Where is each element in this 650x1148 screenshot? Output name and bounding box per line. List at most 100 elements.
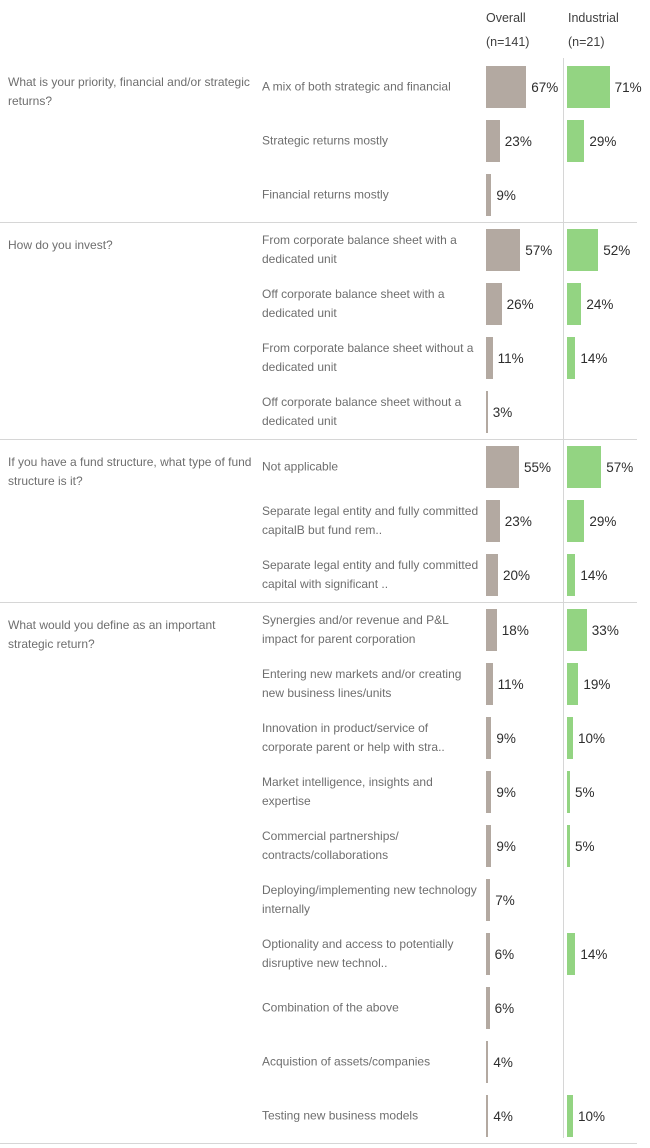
overall-column-n: (n=141) — [486, 35, 530, 49]
overall-bar — [486, 337, 493, 379]
overall-bar — [486, 933, 490, 975]
industrial-bar — [567, 229, 599, 271]
overall-bar — [486, 987, 490, 1029]
overall-bar — [486, 174, 492, 216]
overall-column-label: Overall — [486, 11, 526, 25]
industrial-bar — [567, 771, 570, 813]
overall-value: 6% — [494, 946, 515, 962]
overall-bar — [486, 500, 500, 542]
answer-label: Not applicable — [262, 459, 339, 474]
industrial-value: 14% — [580, 567, 608, 583]
answer-row: Not applicable 55% 57% — [0, 440, 637, 494]
overall-value: 9% — [496, 730, 516, 746]
industrial-value: 52% — [603, 242, 631, 258]
question-section-fund-structure: If you have a fund structure, what type … — [0, 440, 637, 603]
answer-row: Testing new business models 4% 10% — [0, 1089, 637, 1143]
overall-column-header: Overall (n=141) — [486, 6, 529, 54]
overall-bar — [486, 120, 500, 162]
industrial-bar — [567, 120, 585, 162]
industrial-column-n: (n=21) — [568, 35, 605, 49]
column-divider-line — [563, 58, 564, 1138]
overall-value: 18% — [501, 622, 529, 638]
overall-bar — [486, 609, 497, 651]
overall-value: 9% — [496, 187, 516, 203]
industrial-bar — [567, 717, 573, 759]
answer-row: Commercial partnerships/ contracts/colla… — [0, 819, 637, 873]
overall-bar — [486, 66, 527, 108]
overall-bar — [486, 283, 502, 325]
overall-bar — [486, 1041, 489, 1083]
answer-label: Optionality and access to potentially di… — [262, 937, 454, 970]
answer-label: Financial returns mostly — [262, 187, 389, 202]
overall-value: 20% — [503, 567, 531, 583]
answer-row: Combination of the above 6% — [0, 981, 637, 1035]
overall-value: 11% — [497, 350, 524, 366]
answer-row: From corporate balance sheet without a d… — [0, 331, 637, 385]
industrial-value: 33% — [591, 622, 619, 638]
overall-value: 3% — [492, 404, 513, 420]
overall-value: 67% — [531, 79, 559, 95]
industrial-bar — [567, 554, 576, 596]
answer-label: Entering new markets and/or creating new… — [262, 667, 462, 700]
answer-label: Strategic returns mostly — [262, 133, 389, 148]
overall-bar — [486, 1095, 489, 1137]
overall-bar — [486, 554, 498, 596]
overall-bar — [486, 446, 519, 488]
answer-label: A mix of both strategic and financial — [262, 79, 451, 94]
answer-label: Separate legal entity and fully committe… — [262, 504, 479, 537]
answer-row: Off corporate balance sheet with a dedic… — [0, 277, 637, 331]
industrial-value: 29% — [589, 513, 617, 529]
answer-row: Separate legal entity and fully committe… — [0, 494, 637, 548]
overall-value: 23% — [504, 133, 532, 149]
industrial-bar — [567, 933, 576, 975]
answer-row: Financial returns mostly 9% — [0, 168, 637, 222]
overall-bar — [486, 391, 488, 433]
overall-value: 6% — [494, 1000, 515, 1016]
question-section-priority: What is your priority, financial and/or … — [0, 60, 642, 223]
answer-label: Combination of the above — [262, 1000, 399, 1015]
answer-row: A mix of both strategic and financial 67… — [0, 60, 642, 114]
chart-body: What is your priority, financial and/or … — [0, 60, 650, 1144]
question-text: What would you define as an important st… — [8, 618, 216, 651]
question-text: If you have a fund structure, what type … — [8, 455, 252, 488]
overall-value: 4% — [493, 1108, 513, 1124]
answer-row: Strategic returns mostly 23% 29% — [0, 114, 637, 168]
overall-value: 11% — [497, 676, 524, 692]
answer-label: Commercial partnerships/ contracts/colla… — [262, 829, 399, 862]
answer-row: Entering new markets and/or creating new… — [0, 657, 637, 711]
overall-bar — [486, 663, 493, 705]
answer-label: Innovation in product/service of corpora… — [262, 721, 445, 754]
question-text: How do you invest? — [8, 238, 113, 252]
industrial-bar — [567, 609, 587, 651]
overall-value: 55% — [524, 459, 552, 475]
overall-bar — [486, 771, 492, 813]
industrial-value: 14% — [580, 946, 608, 962]
industrial-bar — [567, 1095, 573, 1137]
question-text: What is your priority, financial and/or … — [8, 75, 250, 108]
overall-bar — [486, 717, 492, 759]
question-section-invest: How do you invest? From corporate balanc… — [0, 223, 637, 440]
industrial-bar — [567, 663, 579, 705]
answer-row: Acquistion of assets/companies 4% — [0, 1035, 637, 1089]
answer-label: Off corporate balance sheet with a dedic… — [262, 287, 445, 320]
answer-row: Market intelligence, insights and expert… — [0, 765, 637, 819]
answer-row: Separate legal entity and fully committe… — [0, 548, 637, 602]
answer-row: From corporate balance sheet with a dedi… — [0, 223, 637, 277]
industrial-value: 10% — [578, 730, 606, 746]
industrial-value: 10% — [578, 1108, 606, 1124]
overall-value: 23% — [504, 513, 532, 529]
industrial-bar — [567, 283, 582, 325]
answer-label: From corporate balance sheet without a d… — [262, 341, 474, 374]
answer-row: Off corporate balance sheet without a de… — [0, 385, 637, 439]
answer-label: Synergies and/or revenue and P&L impact … — [262, 613, 449, 646]
overall-bar — [486, 825, 492, 867]
industrial-column-label: Industrial — [568, 11, 619, 25]
question-section-strategic-return: What would you define as an important st… — [0, 603, 637, 1144]
answer-label: Market intelligence, insights and expert… — [262, 775, 433, 808]
industrial-value: 24% — [586, 296, 614, 312]
answer-row: Innovation in product/service of corpora… — [0, 711, 637, 765]
industrial-value: 19% — [583, 676, 611, 692]
industrial-bar — [567, 66, 610, 108]
answer-label: Separate legal entity and fully committe… — [262, 558, 479, 591]
